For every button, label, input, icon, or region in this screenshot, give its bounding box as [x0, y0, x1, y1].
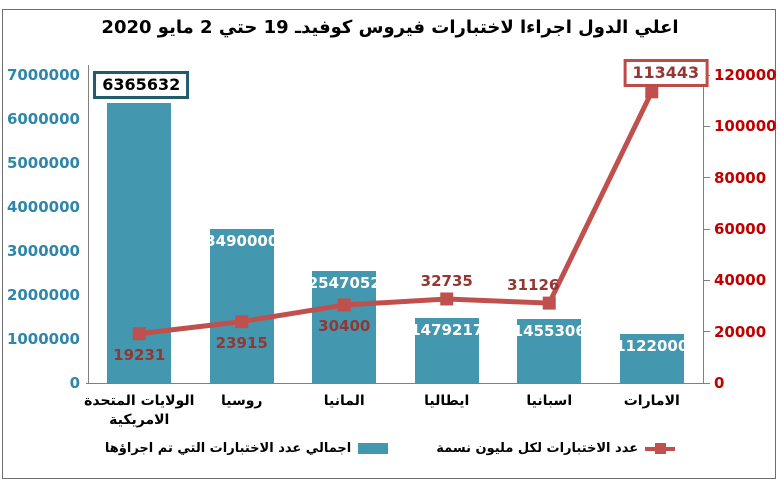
- bar: [414, 317, 479, 383]
- legend-item-total-tests: اجمالي عدد الاختبارات التي تم اجراؤها: [104, 441, 389, 456]
- y-axis-left-line: [88, 65, 89, 383]
- y-axis-left-label: 6000000: [6, 110, 80, 128]
- bar: [209, 229, 274, 383]
- y-axis-left-label: 3000000: [6, 242, 80, 260]
- line-value-label: 31126: [507, 276, 560, 295]
- y-axis-left-label: 7000000: [6, 66, 80, 84]
- bar-value-label: 1479217: [410, 320, 484, 339]
- bar-value-label: 3490000: [205, 232, 279, 251]
- line-point-marker: [235, 315, 249, 329]
- line-point-marker: [132, 327, 146, 341]
- y-axis-right-label: 20000: [714, 322, 767, 341]
- category-label: اسبانيا: [526, 393, 573, 409]
- chart-legend: عدد الاختبارات لكل مليون نسمة اجمالي عدد…: [0, 441, 780, 456]
- category-label: ايطاليا: [424, 393, 470, 409]
- y-axis-left-label: 5000000: [6, 154, 80, 172]
- category-label: روسيا: [220, 393, 263, 409]
- bar: [517, 318, 582, 383]
- y-axis-right-tick: [703, 331, 710, 333]
- bar-value-label: 2547052: [307, 273, 381, 292]
- line-point-marker: [542, 296, 556, 310]
- y-axis-right-label: 80000: [714, 168, 767, 187]
- category-label: الولايات المتحدة الامريكية: [84, 393, 195, 428]
- y-axis-left-label: 2000000: [6, 286, 80, 304]
- legend-label-total-tests: اجمالي عدد الاختبارات التي تم اجراؤها: [104, 441, 352, 456]
- bar-value-label-boxed: 6365632: [93, 71, 190, 99]
- line-point-marker: [337, 298, 351, 312]
- bar-value-label: 1122000: [615, 336, 689, 355]
- legend-item-tests-per-million: عدد الاختبارات لكل مليون نسمة: [436, 441, 676, 456]
- y-axis-left-label: 4000000: [6, 198, 80, 216]
- y-axis-right-tick: [703, 125, 710, 127]
- line-path: [138, 90, 654, 337]
- line-value-label: 23915: [215, 333, 268, 352]
- y-axis-right-tick: [703, 177, 710, 179]
- line-point-marker: [645, 85, 659, 99]
- bar-value-label: 1455306: [512, 321, 586, 340]
- y-axis-right-label: 120000: [714, 66, 777, 84]
- y-axis-right-label: 40000: [714, 271, 767, 290]
- line-point-marker: [440, 292, 454, 306]
- bar: [619, 333, 684, 383]
- y-axis-right-label: 0: [714, 374, 725, 392]
- y-axis-right-tick: [703, 279, 710, 281]
- line-value-label-boxed: 113443: [623, 59, 709, 87]
- category-label: المانيا: [323, 393, 365, 409]
- line-value-label: 19231: [113, 345, 166, 364]
- y-axis-left-label: 0: [69, 374, 80, 392]
- y-axis-right-label: 100000: [714, 117, 777, 136]
- x-axis-line: [86, 383, 710, 384]
- bar: [312, 270, 377, 383]
- y-axis-left-label: 1000000: [6, 330, 80, 348]
- legend-label-tests-per-million: عدد الاختبارات لكل مليون نسمة: [436, 441, 639, 456]
- y-axis-right-label: 60000: [714, 220, 767, 238]
- chart-title: اعلي الدول اجراءا لاختبارات فيروس كوفيدـ…: [101, 17, 679, 38]
- category-label: الامارات: [623, 393, 680, 409]
- line-value-label: 30400: [318, 316, 371, 335]
- bar-series-swatch-icon: [358, 443, 389, 454]
- y-axis-right-tick: [703, 228, 710, 230]
- y-axis-right-tick: [703, 382, 710, 384]
- line-series-swatch-icon: [645, 442, 676, 455]
- line-value-label: 32735: [420, 271, 473, 290]
